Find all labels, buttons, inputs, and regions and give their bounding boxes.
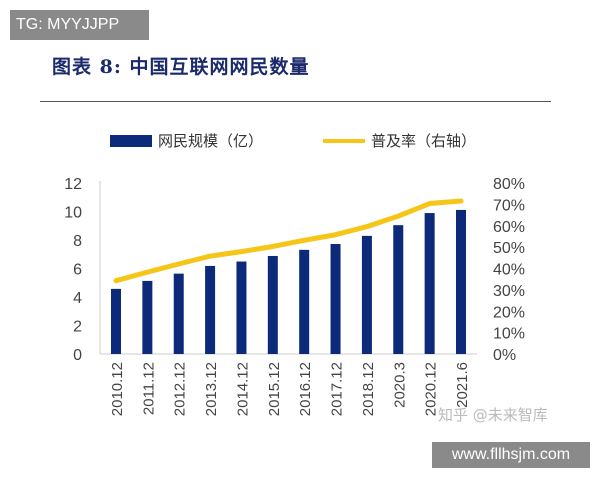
bar	[330, 243, 341, 354]
bar	[173, 273, 184, 354]
right-tick-label: 0%	[493, 347, 516, 364]
x-tick-label: 2010.12	[109, 362, 126, 416]
bar	[299, 249, 310, 354]
watermark-bottom: www.fllhsjm.com	[432, 442, 590, 468]
bar	[236, 261, 247, 354]
x-tick-label: 2013.12	[203, 362, 220, 416]
bar	[205, 265, 216, 354]
right-tick-label: 30%	[493, 283, 525, 300]
legend-swatch-bar	[110, 134, 152, 147]
left-tick-label: 4	[73, 290, 82, 307]
bar	[267, 255, 278, 354]
watermark-top: TG: MYYJJPP	[10, 10, 149, 40]
right-tick-label: 10%	[493, 326, 525, 343]
bar	[456, 209, 466, 354]
left-tick-label: 10	[64, 205, 82, 222]
x-tick-label: 2021.6	[454, 362, 471, 408]
bar	[424, 213, 435, 354]
right-tick-label: 20%	[493, 304, 525, 321]
right-tick-label: 80%	[493, 176, 525, 193]
bar	[111, 288, 121, 354]
bar	[142, 280, 153, 354]
left-tick-label: 0	[73, 347, 82, 364]
x-tick-label: 2014.12	[234, 362, 251, 416]
left-tick-label: 8	[73, 233, 82, 250]
legend-swatch-line	[323, 138, 366, 143]
left-tick-label: 2	[73, 319, 82, 336]
x-tick-label: 2011.12	[140, 362, 157, 415]
title-divider	[40, 101, 551, 102]
right-tick-label: 50%	[493, 240, 525, 257]
legend-label-bar: 网民规模（亿）	[158, 132, 264, 150]
x-tick-label: 2020.12	[423, 362, 440, 416]
x-tick-label: 2016.12	[297, 362, 314, 416]
legend-label-line: 普及率（右轴）	[371, 132, 477, 150]
x-tick-label: 2020.3	[391, 362, 408, 408]
x-tick-label: 2015.12	[266, 362, 283, 416]
x-tick-label: 2018.12	[360, 362, 377, 416]
bar	[393, 225, 404, 354]
left-tick-label: 12	[64, 176, 82, 193]
legend: 网民规模（亿） 普及率（右轴）	[110, 130, 476, 151]
x-tick-label: 2017.12	[329, 362, 346, 416]
right-tick-label: 40%	[493, 262, 525, 279]
line-series	[113, 198, 464, 284]
right-tick-label: 60%	[493, 219, 525, 236]
bar	[361, 235, 372, 354]
chart-title: 图表 8: 中国互联网网民数量	[52, 56, 310, 78]
watermark-zhihu: 知乎 @未来智库	[438, 406, 548, 424]
x-tick-label: 2012.12	[172, 362, 189, 416]
left-tick-label: 6	[73, 262, 82, 279]
right-tick-label: 70%	[493, 197, 525, 214]
